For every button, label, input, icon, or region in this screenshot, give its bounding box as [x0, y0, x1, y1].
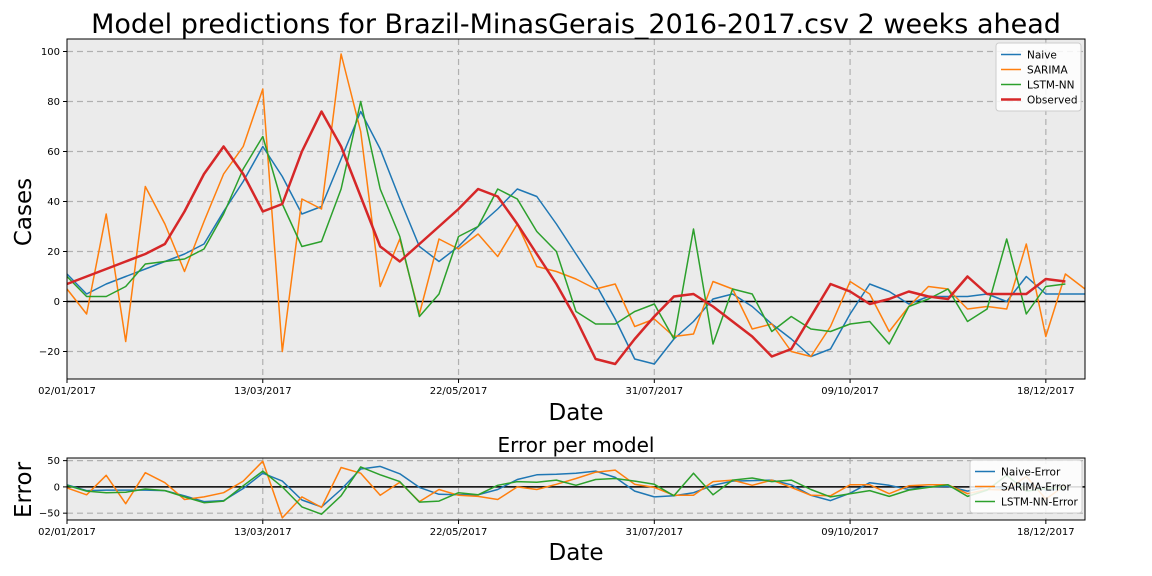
error-chart: Error per model 02/01/2017 13/03/2017 22/0… — [11, 433, 1086, 566]
legend-label: Naive — [1027, 50, 1057, 62]
x-tick-label: 18/12/2017 — [1017, 386, 1075, 397]
error-legend: Naive-Error SARIMA-Error LSTM-NN-Error — [969, 459, 1083, 514]
y-tick-label: 100 — [41, 47, 60, 58]
legend-box — [995, 42, 1082, 112]
y-tick-label: 80 — [47, 97, 60, 108]
x-tick-label: 02/01/2017 — [38, 386, 96, 397]
error-series — [66, 460, 1085, 519]
error-ticks: 02/01/2017 13/03/2017 22/05/2017 31/07/2017… — [38, 456, 1074, 538]
legend-label: Naive-Error — [1001, 467, 1061, 479]
series-line-sarima — [66, 53, 1086, 358]
main-y-axis-label: Cases — [11, 178, 37, 246]
y-tick-label: 40 — [47, 197, 60, 208]
main-ticks: 02/01/2017 13/03/2017 22/05/2017 31/07/2017… — [38, 47, 1074, 397]
x-tick-label: 22/05/2017 — [430, 386, 488, 397]
y-tick-label: 0 — [54, 297, 60, 308]
series-line-naive-error — [66, 465, 1066, 508]
main-plot-area — [67, 39, 1085, 379]
x-tick-label: 22/05/2017 — [430, 527, 488, 538]
legend-label: SARIMA — [1027, 65, 1068, 77]
y-tick-label: −50 — [39, 509, 60, 520]
x-tick-label: 13/03/2017 — [234, 386, 292, 397]
y-tick-label: 60 — [47, 147, 60, 158]
error-plot-area — [67, 458, 1085, 520]
main-x-axis-label: Date — [549, 400, 604, 426]
y-tick-label: 0 — [54, 482, 60, 493]
series-line-lstm-nn-error — [66, 466, 1066, 515]
legend-label: LSTM-NN — [1027, 80, 1075, 92]
main-series — [66, 53, 1086, 366]
legend-box — [969, 459, 1083, 514]
x-tick-label: 31/07/2017 — [625, 527, 683, 538]
y-tick-label: −20 — [39, 347, 60, 358]
series-line-sarima-error — [66, 460, 1066, 519]
error-y-axis-label: Error — [11, 461, 37, 518]
main-legend: Naive SARIMA LSTM-NN Observed — [995, 42, 1082, 112]
error-chart-title: Error per model — [498, 433, 655, 457]
series-line-observed — [66, 110, 1066, 366]
x-tick-label: 09/10/2017 — [821, 386, 879, 397]
error-plot-frame — [66, 457, 1086, 521]
y-tick-label: 50 — [47, 456, 60, 467]
x-tick-label: 31/07/2017 — [625, 386, 683, 397]
legend-label: LSTM-NN-Error — [1001, 497, 1079, 509]
legend-label: SARIMA-Error — [1001, 482, 1072, 494]
x-tick-label: 13/03/2017 — [234, 527, 292, 538]
main-chart: Model predictions for Brazil-MinasGerais… — [11, 9, 1086, 426]
error-x-axis-label: Date — [549, 540, 604, 566]
series-line-lstm-nn — [66, 100, 1066, 345]
y-tick-label: 20 — [47, 247, 60, 258]
legend-label: Observed — [1027, 95, 1078, 107]
x-tick-label: 02/01/2017 — [38, 527, 96, 538]
x-tick-label: 09/10/2017 — [821, 527, 879, 538]
series-line-naive — [66, 110, 1085, 365]
main-plot-frame — [66, 38, 1086, 380]
x-tick-label: 18/12/2017 — [1017, 527, 1075, 538]
main-chart-title: Model predictions for Brazil-MinasGerais… — [91, 9, 1061, 40]
